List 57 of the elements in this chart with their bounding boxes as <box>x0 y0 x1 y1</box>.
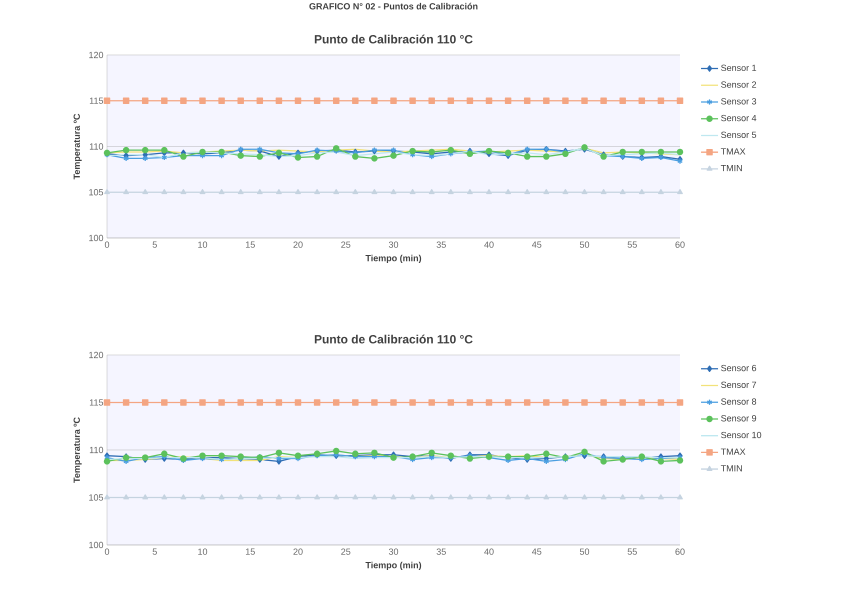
legend-label: TMAX <box>720 148 746 155</box>
y-tick-label: 115 <box>90 98 104 104</box>
x-tick-label: 30 <box>388 242 398 248</box>
y-tick-label: 110 <box>90 143 104 150</box>
x-tick-label: 35 <box>436 242 446 248</box>
x-tick-label: 5 <box>152 548 157 555</box>
y-tick-label: 100 <box>89 542 104 548</box>
legend-label: TMAX <box>720 448 746 455</box>
y-tick-label: 100 <box>89 234 104 242</box>
legend-label: Sensor 2 <box>721 81 756 88</box>
x-tick-label: 20 <box>293 242 303 248</box>
x-tick-label: 0 <box>104 548 110 555</box>
x-tick-label: 10 <box>198 548 208 555</box>
y-tick-label: 105 <box>89 189 104 196</box>
legend-label: Sensor 4 <box>721 114 756 122</box>
x-tick-label: 40 <box>484 242 494 248</box>
y-tick-label: 110 <box>90 446 104 454</box>
x-tick-label: 60 <box>675 548 685 555</box>
legend-label: Sensor 6 <box>721 364 756 372</box>
x-tick-label: 25 <box>341 242 350 248</box>
y-axis-title: Temperatura ºC <box>74 114 82 180</box>
legend-label: Sensor 7 <box>721 382 756 388</box>
chart-title: Punto de Calibración 110 °C <box>314 34 473 44</box>
x-tick-label: 25 <box>341 548 350 555</box>
legend-label: Sensor 10 <box>721 432 762 438</box>
x-tick-label: 55 <box>628 548 637 555</box>
legend-label: Sensor 8 <box>721 398 756 405</box>
x-tick-label: 45 <box>532 242 542 248</box>
y-tick-label: 120 <box>89 52 104 58</box>
text: GRAFICO N° 02 - Puntos de Calibración <box>309 2 478 10</box>
legend-label: Sensor 1 <box>721 64 756 72</box>
x-tick-label: 5 <box>152 242 157 248</box>
x-tick-label: 55 <box>628 242 637 248</box>
x-tick-label: 40 <box>484 548 494 555</box>
x-tick-label: 30 <box>388 548 398 555</box>
y-tick-label: 115 <box>90 399 104 406</box>
legend-label: TMIN <box>720 165 742 172</box>
x-tick-label: 10 <box>198 242 208 248</box>
legend-label: TMIN <box>720 465 742 472</box>
x-tick-label: 15 <box>246 242 255 248</box>
x-tick-label: 35 <box>436 548 446 555</box>
legend-label: Sensor 3 <box>721 98 756 104</box>
x-tick-label: 0 <box>104 242 110 248</box>
x-tick-label: 50 <box>580 548 590 555</box>
x-axis-title: Tiempo (min) <box>366 562 422 570</box>
x-tick-label: 45 <box>532 548 542 555</box>
y-tick-label: 120 <box>89 352 104 358</box>
y-axis-title: Temperatura ºC <box>74 417 82 483</box>
x-tick-label: 15 <box>246 548 255 555</box>
x-tick-label: 60 <box>675 242 685 248</box>
x-axis-title: Tiempo (min) <box>366 254 422 264</box>
y-tick-label: 105 <box>89 494 104 501</box>
chart-title: Punto de Calibración 110 °C <box>314 334 473 344</box>
legend-label: Sensor 9 <box>721 415 756 422</box>
x-tick-label: 50 <box>580 242 590 248</box>
legend-label: Sensor 5 <box>721 132 756 138</box>
x-tick-label: 20 <box>293 548 303 555</box>
